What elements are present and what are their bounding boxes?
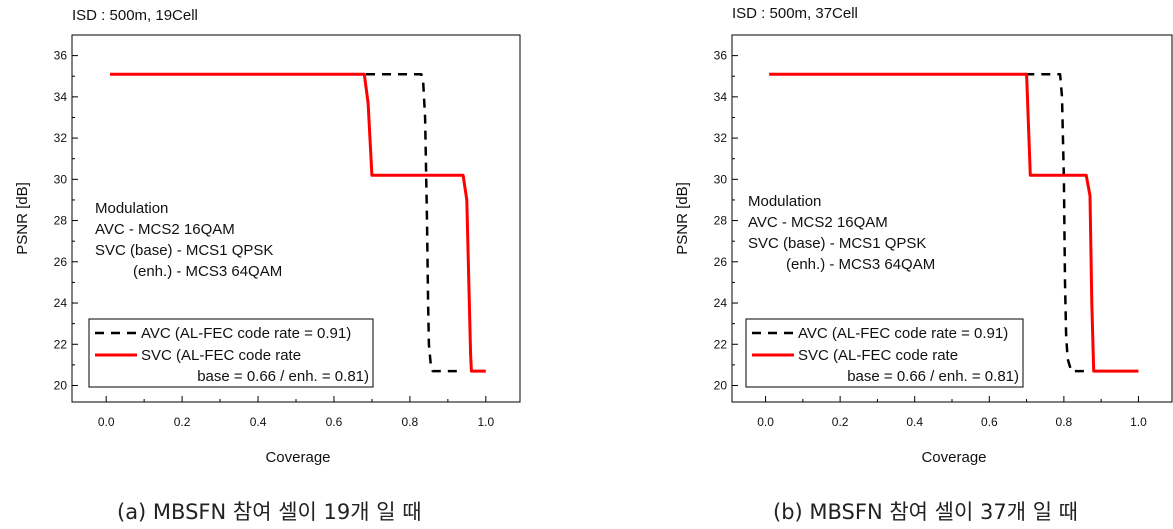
chart-panel-19cell: ISD : 500m, 19Cell 20 22 24 26 28 30 32 34 36 0.0 0… [0, 0, 540, 529]
y-tick-label: 34 [54, 90, 68, 104]
chart-panel-37cell: ISD : 500m, 37Cell 20 22 24 26 28 30 32 34 36 0.0 0… [660, 0, 1173, 529]
x-tick-label: 0.6 [326, 415, 343, 429]
x-axis-label: Coverage [265, 449, 330, 466]
y-tick-label: 28 [54, 214, 68, 228]
x-tick-label: 0.4 [250, 415, 267, 429]
chart-37cell: ISD : 500m, 37Cell 20 22 24 26 28 30 32 34 36 0.0 0… [674, 5, 1173, 466]
legend-avc-label: AVC (AL-FEC code rate = 0.91) [798, 325, 1008, 342]
chart-title: ISD : 500m, 37Cell [732, 5, 858, 22]
caption-37cell: (b) MBSFN 참여 셀이 37개 일 때 [773, 500, 1079, 524]
y-tick-label: 34 [714, 90, 728, 104]
y-tick-label: 22 [714, 337, 728, 351]
avc-series-line [769, 72, 1090, 373]
y-tick-label: 32 [54, 131, 68, 145]
y-tick-label: 24 [54, 296, 68, 310]
y-tick-label: 30 [54, 172, 68, 186]
annotation-line: AVC - MCS2 16QAM [95, 221, 235, 238]
annotation-line: (enh.) - MCS3 64QAM [786, 256, 935, 273]
caption-19cell: (a) MBSFN 참여 셀이 19개 일 때 [117, 500, 422, 524]
x-tick-label: 1.0 [477, 415, 494, 429]
annotation-line: SVC (base) - MCS1 QPSK [95, 242, 273, 259]
y-tick-label: 20 [714, 379, 728, 393]
x-tick-label: 0.0 [98, 415, 115, 429]
svc-series-line [769, 72, 1139, 373]
legend-avc-label: AVC (AL-FEC code rate = 0.91) [141, 325, 351, 342]
x-tick-label: 0.8 [402, 415, 419, 429]
annotation-line: Modulation [748, 193, 821, 210]
y-tick-label: 30 [714, 172, 728, 186]
x-tick-label: 1.0 [1130, 415, 1147, 429]
y-tick-label: 22 [54, 337, 68, 351]
x-tick-label: 0.4 [906, 415, 923, 429]
x-tick-label: 0.8 [1056, 415, 1073, 429]
chart-19cell: ISD : 500m, 19Cell 20 22 24 26 28 30 32 34 36 0.0 0… [14, 7, 521, 466]
y-tick-label: 26 [54, 255, 68, 269]
y-tick-label: 36 [54, 49, 68, 63]
y-tick-label: 28 [714, 214, 728, 228]
legend-svc-label: SVC (AL-FEC code rate [141, 347, 301, 364]
annotation-line: Modulation [95, 200, 168, 217]
annotation-line: (enh.) - MCS3 64QAM [133, 263, 282, 280]
svc-series-line [110, 72, 486, 373]
y-tick-label: 36 [714, 49, 728, 63]
x-tick-label: 0.2 [832, 415, 849, 429]
x-tick-label: 0.6 [981, 415, 998, 429]
legend-svc-label-line2: base = 0.66 / enh. = 0.81) [847, 368, 1019, 385]
y-tick-label: 20 [54, 379, 68, 393]
y-tick-label: 26 [714, 255, 728, 269]
annotation-line: AVC - MCS2 16QAM [748, 214, 888, 231]
legend-svc-label-line2: base = 0.66 / enh. = 0.81) [197, 368, 369, 385]
x-tick-label: 0.2 [174, 415, 191, 429]
y-tick-label: 24 [714, 296, 728, 310]
x-axis-label: Coverage [921, 449, 986, 466]
y-axis-label: PSNR [dB] [14, 182, 31, 255]
annotation-line: SVC (base) - MCS1 QPSK [748, 235, 926, 252]
avc-series-line [110, 72, 464, 373]
x-tick-label: 0.0 [757, 415, 774, 429]
y-tick-label: 32 [714, 131, 728, 145]
y-axis-label: PSNR [dB] [674, 182, 691, 255]
legend-box [745, 318, 1024, 388]
chart-title: ISD : 500m, 19Cell [72, 7, 198, 24]
legend-box [88, 318, 374, 388]
legend-svc-label: SVC (AL-FEC code rate [798, 347, 958, 364]
